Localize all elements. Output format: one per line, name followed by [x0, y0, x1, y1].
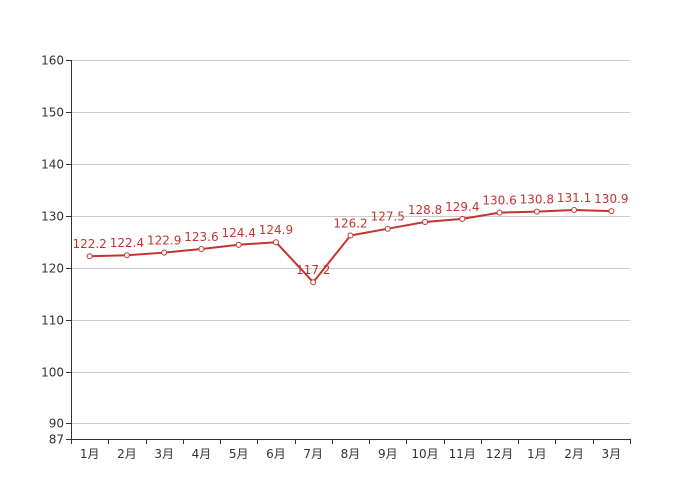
x-tick-label: 6月	[266, 447, 286, 461]
data-label: 124.4	[222, 226, 256, 240]
data-label: 123.6	[184, 230, 218, 244]
data-point[interactable]	[459, 215, 466, 222]
series-line-group	[86, 207, 615, 286]
y-tick-label: 160	[41, 54, 64, 68]
data-label: 124.9	[259, 223, 293, 237]
data-label: 130.9	[594, 192, 628, 206]
data-label: 122.9	[147, 234, 181, 248]
data-point[interactable]	[422, 218, 429, 225]
data-point[interactable]	[384, 225, 391, 232]
data-label: 130.8	[520, 193, 554, 207]
x-tick-label: 1月	[80, 447, 100, 461]
x-tick-label: 7月	[303, 447, 323, 461]
x-tick-label: 3月	[602, 447, 622, 461]
grid-lines	[71, 60, 630, 424]
data-label: 131.1	[557, 191, 591, 205]
x-tick-label: 4月	[192, 447, 212, 461]
y-tick-label: 120	[41, 262, 64, 276]
y-tick-label: 90	[49, 417, 64, 431]
y-tick-label: 100	[41, 366, 64, 380]
data-point[interactable]	[533, 208, 540, 215]
data-label: 128.8	[408, 203, 442, 217]
x-tick-label: 11月	[449, 447, 476, 461]
x-tick-label: 2月	[117, 447, 137, 461]
data-label: 122.4	[110, 236, 144, 250]
data-point[interactable]	[198, 245, 205, 252]
y-tick-label: 87	[49, 433, 64, 447]
data-label: 122.2	[72, 237, 106, 251]
data-point[interactable]	[347, 232, 354, 239]
data-point[interactable]	[235, 241, 242, 248]
y-tick-label: 140	[41, 158, 64, 172]
data-label: 130.6	[482, 194, 516, 208]
data-point[interactable]	[123, 252, 130, 259]
x-tick-label: 5月	[229, 447, 249, 461]
axes: 87 90 100 110 120 130 140 150 160 1月 2月 3月 4月 5月 6月 7月 8…	[41, 54, 631, 461]
data-point[interactable]	[161, 249, 168, 256]
x-tick-label: 10月	[411, 447, 438, 461]
data-point[interactable]	[86, 253, 93, 260]
x-tick-label: 12月	[486, 447, 513, 461]
data-point[interactable]	[571, 207, 578, 214]
data-label: 117.2	[296, 263, 330, 277]
x-tick-label: 8月	[341, 447, 361, 461]
x-tick-label: 2月	[564, 447, 584, 461]
y-tick-label: 150	[41, 106, 64, 120]
x-tick-label: 1月	[527, 447, 547, 461]
data-point[interactable]	[496, 209, 503, 216]
data-point[interactable]	[608, 208, 615, 215]
data-label: 129.4	[445, 200, 479, 214]
x-tick-label: 3月	[154, 447, 174, 461]
data-labels: 122.2 122.4 122.9 123.6 124.4 124.9 117.2 126.2…	[72, 191, 628, 277]
data-point[interactable]	[310, 279, 317, 286]
data-label: 126.2	[333, 216, 367, 230]
y-tick-label: 130	[41, 210, 64, 224]
data-label: 127.5	[371, 210, 405, 224]
x-tick-label: 9月	[378, 447, 398, 461]
data-point[interactable]	[272, 239, 279, 246]
y-tick-label: 110	[41, 314, 64, 328]
